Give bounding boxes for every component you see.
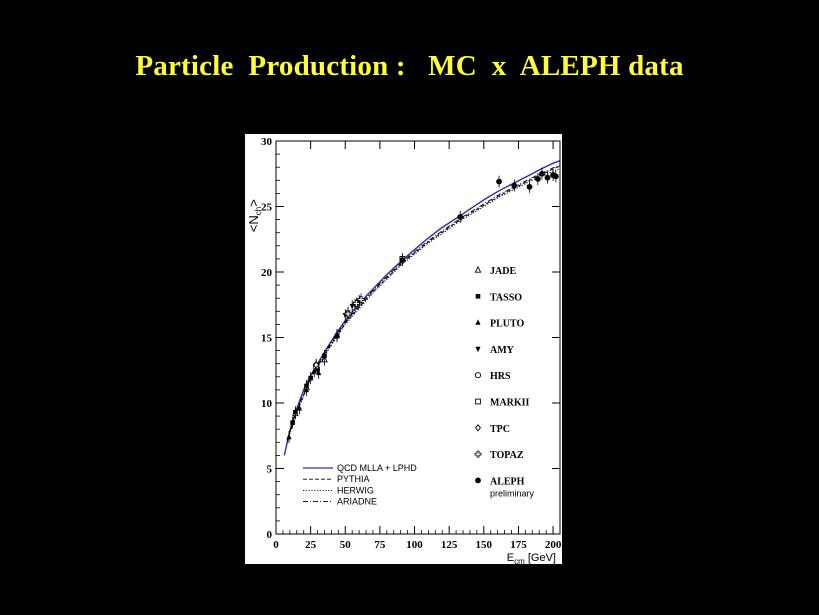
curves-layer xyxy=(283,160,561,456)
legend-marker-aleph xyxy=(475,477,481,484)
y-tick-label: 20 xyxy=(261,267,273,279)
x-axis-label: Ecm [GeV] xyxy=(507,552,556,564)
y-tick-label: 0 xyxy=(267,529,273,541)
legend-marker-amy xyxy=(475,346,481,353)
legend-label-amy: AMY xyxy=(490,345,515,356)
curve-qcd-mlla-lphd xyxy=(283,160,561,456)
legend-line-label-ariadne: ARIADNE xyxy=(337,497,377,507)
y-axis-label: <Nch> xyxy=(246,199,263,232)
y-tick-label: 15 xyxy=(261,333,273,345)
point-aleph xyxy=(526,183,533,190)
legend-marker-tpc xyxy=(475,424,481,432)
axes-layer: 0 25 50 75 100 125 150 175 200 0 5 10 15 20 25 30 Ecm [G… xyxy=(246,136,562,566)
point-tasso xyxy=(293,409,298,415)
x-tick-label: 125 xyxy=(441,539,458,551)
point-amy xyxy=(349,303,355,310)
chart-figure: 0 25 50 75 100 125 150 175 200 0 5 10 15 20 25 30 Ecm [G… xyxy=(245,134,562,566)
point-pluto xyxy=(316,369,322,376)
legend-line-label-pythia: PYTHIA xyxy=(337,474,370,484)
point-tasso xyxy=(334,333,340,339)
x-tick-label: 25 xyxy=(305,539,317,551)
points-layer xyxy=(286,167,559,444)
point-tasso xyxy=(308,375,313,381)
legend-marker-pluto xyxy=(475,319,481,325)
point-aleph xyxy=(399,257,406,264)
point-aleph xyxy=(534,176,541,182)
legend-marker-jade xyxy=(474,265,482,273)
x-tick-label: 150 xyxy=(476,539,493,551)
y-tick-label: 5 xyxy=(267,464,273,476)
y-tick-label: 10 xyxy=(261,398,273,410)
point-tasso xyxy=(322,353,327,359)
point-aleph xyxy=(539,170,545,177)
legend-label-markii: MARKII xyxy=(490,398,530,409)
point-topaz xyxy=(344,310,352,318)
legend-layer: JADE TASSO PLUTO AMY HRS MARKII TPC TOPAZ ALEPHp… xyxy=(303,265,535,507)
x-tick-label: 100 xyxy=(406,539,423,551)
point-pluto xyxy=(311,368,317,374)
legend-label-jade: JADE xyxy=(490,266,516,277)
curve-ariadne xyxy=(286,164,561,440)
point-topaz xyxy=(357,296,365,303)
legend-marker-hrs xyxy=(474,372,482,379)
x-tick-label: 75 xyxy=(374,539,386,551)
x-tick-label: 175 xyxy=(510,539,527,551)
point-aleph xyxy=(552,173,559,180)
point-tpc xyxy=(313,361,320,369)
chart-svg: 0 25 50 75 100 125 150 175 200 0 5 10 15 20 25 30 Ecm [G… xyxy=(246,136,562,566)
slide-title: Particle Production : MC x ALEPH data xyxy=(135,50,684,82)
legend-marker-topaz xyxy=(474,450,482,458)
legend-label-tpc: TPC xyxy=(490,424,510,435)
point-aleph xyxy=(496,178,502,185)
x-tick-label: 0 xyxy=(273,539,279,551)
legend-label-aleph: ALEPH xyxy=(490,476,525,487)
legend-marker-tasso xyxy=(475,294,481,299)
legend-label-tasso: TASSO xyxy=(490,292,522,303)
point-topaz xyxy=(352,300,360,307)
point-aleph xyxy=(511,182,518,189)
point-pluto xyxy=(286,433,292,440)
point-aleph xyxy=(457,214,464,220)
point-pluto xyxy=(303,386,310,393)
x-tick-label: 50 xyxy=(340,539,352,551)
point-aleph xyxy=(544,174,551,181)
legend-label-topaz: TOPAZ xyxy=(490,450,524,461)
legend-label-pluto: PLUTO xyxy=(490,319,524,330)
legend-line-label-herwig: HERWIG xyxy=(337,485,374,495)
y-tick-label: 25 xyxy=(261,202,273,214)
plot-frame xyxy=(275,140,561,535)
y-tick-label: 30 xyxy=(261,136,273,148)
point-pluto xyxy=(296,405,303,411)
x-tick-label: 200 xyxy=(545,539,562,551)
point-tasso xyxy=(290,420,295,425)
annotation-preliminary: preliminary xyxy=(490,488,535,498)
legend-label-hrs: HRS xyxy=(490,371,511,382)
legend-marker-markii xyxy=(475,398,481,405)
legend-line-label-qcd-mlla-lphd: QCD MLLA + LPHD xyxy=(337,463,417,473)
